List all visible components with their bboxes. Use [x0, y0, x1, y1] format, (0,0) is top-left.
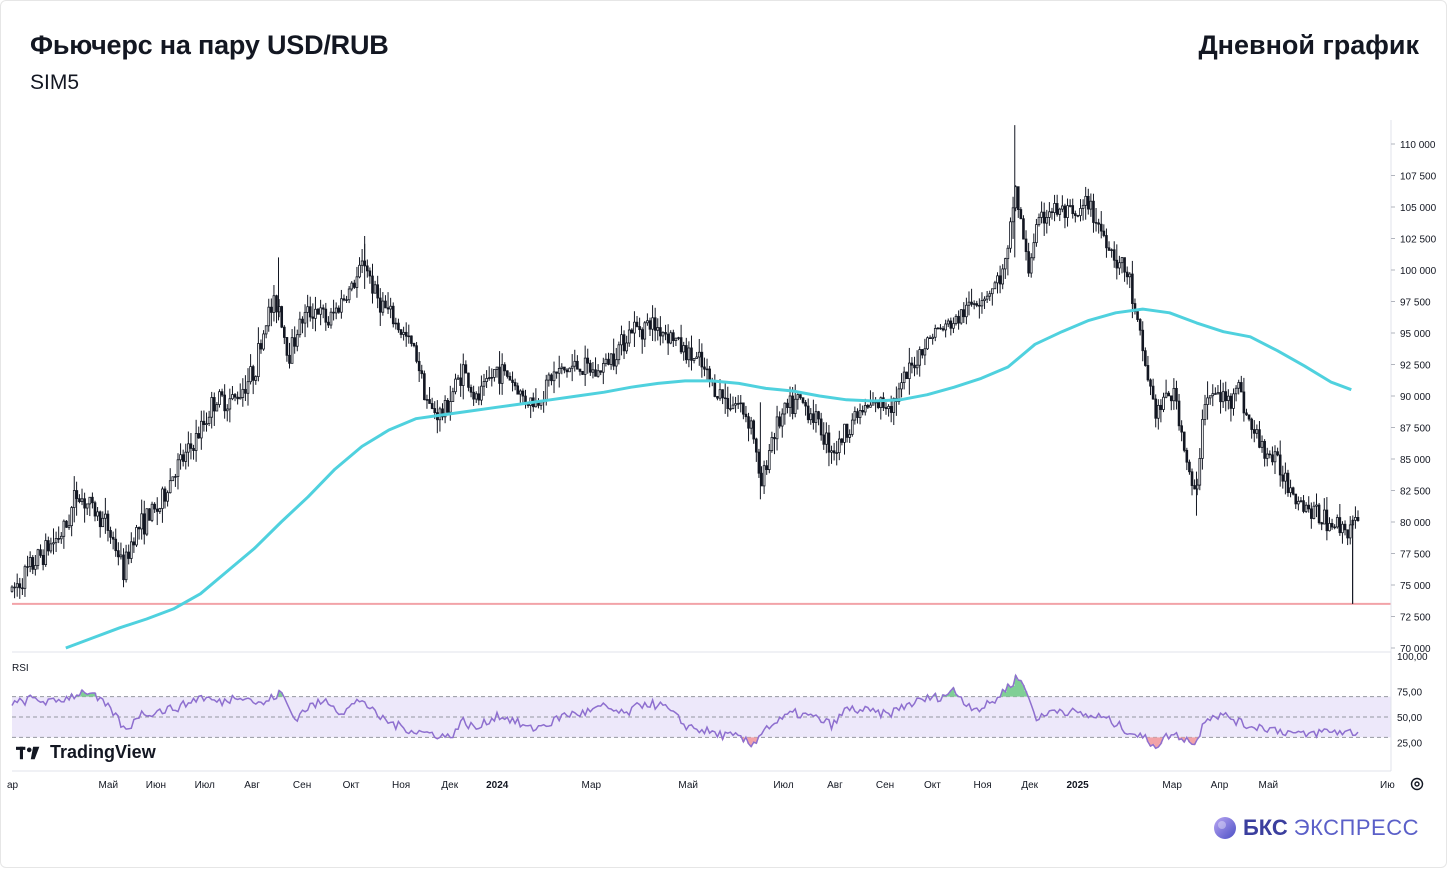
bks-logo-light: ЭКСПРЕСС: [1293, 815, 1419, 840]
tradingview-logo-icon: [16, 746, 40, 759]
bks-express-logo: БКС ЭКСПРЕСС: [1213, 815, 1419, 841]
page-title: Фьючерс на пару USD/RUB: [30, 30, 389, 60]
ticker-subtitle: SIM5: [30, 71, 80, 94]
timeframe-title: Дневной график: [1198, 30, 1419, 60]
bks-logo-icon: [1213, 817, 1236, 839]
tradingview-watermark: TradingView: [16, 742, 156, 763]
gear-icon[interactable]: [1409, 776, 1425, 792]
bks-logo-bold: БКС: [1242, 815, 1288, 840]
tradingview-label: TradingView: [50, 742, 156, 762]
